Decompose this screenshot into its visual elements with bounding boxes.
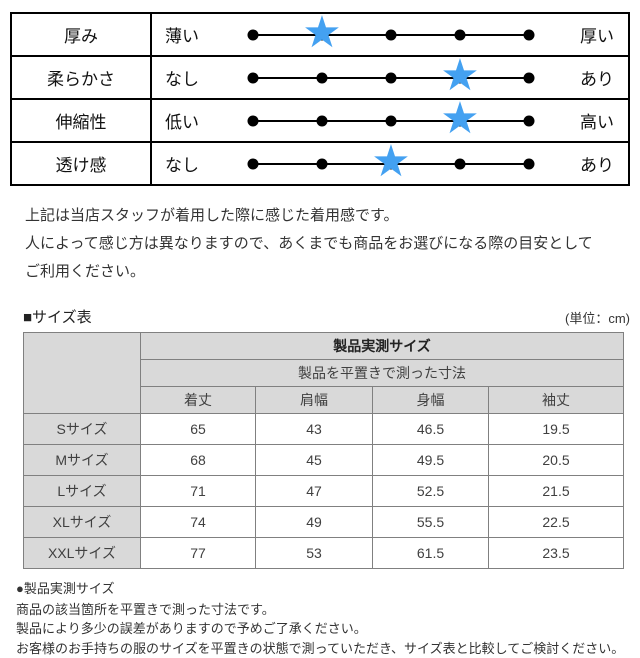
rating-star-icon: ★ <box>371 140 410 184</box>
scale-dot <box>386 72 397 83</box>
measurement-cell: 45 <box>256 445 373 476</box>
size-name-cell: Mサイズ <box>24 445 141 476</box>
scale-high-label: あり <box>529 65 628 90</box>
scale-dot <box>524 29 535 40</box>
feel-row: 厚み 薄い ★ 厚い <box>12 14 628 55</box>
measurement-cell: 22.5 <box>489 507 624 538</box>
scale-dot <box>455 158 466 169</box>
measurement-cell: 77 <box>141 538 256 569</box>
size-table-heading: ■サイズ表 <box>23 306 92 327</box>
scale-high-label: 厚い <box>529 22 628 47</box>
footer-notes: ●製品実測サイズ 商品の該当箇所を平置きで測った寸法です。製品により多少の誤差が… <box>16 579 630 658</box>
scale-low-label: 低い <box>165 108 253 133</box>
rating-star-icon: ★ <box>302 11 341 55</box>
scale-dot <box>317 72 328 83</box>
measurement-cell: 65 <box>141 414 256 445</box>
scale-dot <box>317 158 328 169</box>
measurement-cell: 52.5 <box>373 476 489 507</box>
scale-dot <box>317 115 328 126</box>
feel-scale-cell: 低い ★ 高い <box>152 100 628 141</box>
scale-high-label: 高い <box>529 108 628 133</box>
measurement-cell: 21.5 <box>489 476 624 507</box>
column-header: 身幅 <box>373 387 489 414</box>
column-header: 肩幅 <box>256 387 373 414</box>
column-header: 着丈 <box>141 387 256 414</box>
scale-dot <box>524 72 535 83</box>
note-line: 人によって感じ方は異なりますので、あくまでも商品をお選びになる際の目安として <box>25 231 630 256</box>
size-unit-label: (単位：cm) <box>565 308 630 327</box>
size-table: 製品実測サイズ 製品を平置きで測った寸法 着丈 肩幅 身幅 袖丈 Sサイズ 65… <box>23 332 624 569</box>
measurement-cell: 68 <box>141 445 256 476</box>
rating-scale: ★ <box>253 100 529 141</box>
feel-attribute-label: 透け感 <box>12 143 152 184</box>
rating-star-icon: ★ <box>440 97 479 141</box>
measurement-cell: 55.5 <box>373 507 489 538</box>
feel-scale-cell: なし ★ あり <box>152 143 628 184</box>
measurement-cell: 23.5 <box>489 538 624 569</box>
feel-scale-cell: なし ★ あり <box>152 57 628 98</box>
scale-dot <box>248 72 259 83</box>
measurement-cell: 53 <box>256 538 373 569</box>
feel-table: 厚み 薄い ★ 厚い 柔らかさ なし ★ あり 伸縮性 低い ★ <box>10 12 630 186</box>
rating-scale: ★ <box>253 14 529 55</box>
footer-note-line: お客様のお手持ちの服のサイズを平置きの状態で測っていただき、サイズ表と比較してご… <box>16 639 630 658</box>
measurement-cell: 20.5 <box>489 445 624 476</box>
feel-row: 伸縮性 低い ★ 高い <box>12 98 628 141</box>
scale-dot <box>248 29 259 40</box>
measurement-cell: 19.5 <box>489 414 624 445</box>
scale-low-label: なし <box>165 151 253 176</box>
scale-dot <box>248 158 259 169</box>
rating-star-icon: ★ <box>440 54 479 98</box>
scale-high-label: あり <box>529 151 628 176</box>
scale-dot <box>386 115 397 126</box>
column-header: 袖丈 <box>489 387 624 414</box>
measurement-cell: 46.5 <box>373 414 489 445</box>
size-name-cell: Sサイズ <box>24 414 141 445</box>
measurement-cell: 49.5 <box>373 445 489 476</box>
scale-low-label: 薄い <box>165 22 253 47</box>
measurement-cell: 43 <box>256 414 373 445</box>
measurement-cell: 61.5 <box>373 538 489 569</box>
size-table-main-header: 製品実測サイズ <box>141 333 624 360</box>
scale-dot <box>386 29 397 40</box>
feel-scale-cell: 薄い ★ 厚い <box>152 14 628 55</box>
size-name-cell: Lサイズ <box>24 476 141 507</box>
measurement-cell: 71 <box>141 476 256 507</box>
measurement-cell: 74 <box>141 507 256 538</box>
feel-row: 柔らかさ なし ★ あり <box>12 55 628 98</box>
feel-notes: 上記は当店スタッフが着用した際に感じた着用感です。人によって感じ方は異なりますの… <box>25 203 630 284</box>
rating-scale: ★ <box>253 143 529 184</box>
size-name-cell: XLサイズ <box>24 507 141 538</box>
feel-attribute-label: 厚み <box>12 14 152 55</box>
footer-note-line: 商品の該当箇所を平置きで測った寸法です。 <box>16 600 630 620</box>
note-line: ご利用ください。 <box>25 259 630 284</box>
size-table-corner-cell <box>24 333 141 414</box>
size-table-sub-header: 製品を平置きで測った寸法 <box>141 360 624 387</box>
scale-dot <box>455 29 466 40</box>
scale-dot <box>248 115 259 126</box>
measurement-cell: 49 <box>256 507 373 538</box>
rating-scale: ★ <box>253 57 529 98</box>
scale-low-label: なし <box>165 65 253 90</box>
footer-note-line: 製品により多少の誤差がありますので予めご了承ください。 <box>16 619 630 639</box>
size-table-body: 製品実測サイズ 製品を平置きで測った寸法 着丈 肩幅 身幅 袖丈 Sサイズ 65… <box>24 333 624 569</box>
scale-dot <box>524 115 535 126</box>
footer-notes-title: ●製品実測サイズ <box>16 579 630 599</box>
size-section-header: ■サイズ表 (単位：cm) <box>23 306 630 327</box>
scale-dot <box>524 158 535 169</box>
size-name-cell: XXLサイズ <box>24 538 141 569</box>
measurement-cell: 47 <box>256 476 373 507</box>
feel-attribute-label: 伸縮性 <box>12 100 152 141</box>
feel-attribute-label: 柔らかさ <box>12 57 152 98</box>
feel-row: 透け感 なし ★ あり <box>12 141 628 184</box>
note-line: 上記は当店スタッフが着用した際に感じた着用感です。 <box>25 203 630 228</box>
